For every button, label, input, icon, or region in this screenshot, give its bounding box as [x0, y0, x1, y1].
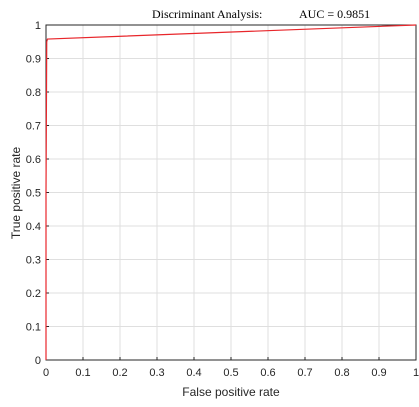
roc-curve-line	[45, 24, 417, 360]
x-tick-label: 0.2	[112, 367, 127, 379]
y-tick-label: 0	[35, 355, 41, 367]
y-axis-label: True positive rate	[9, 147, 23, 240]
x-tick-label: 0.9	[371, 367, 386, 379]
y-axis-ticks: 0 0.1 0.2 0.3 0.4 0.5 0.6 0.7 0.8 0.9 1	[26, 20, 49, 367]
chart-title-method: Discriminant Analysis:	[152, 7, 262, 21]
x-tick-label: 0.1	[75, 367, 90, 379]
chart-title-auc: AUC = 0.9851	[299, 7, 370, 21]
y-tick-label: 0.3	[26, 255, 41, 267]
y-tick-label: 0.8	[26, 87, 41, 99]
x-tick-label: 0.3	[149, 367, 164, 379]
y-tick-label: 0.5	[26, 188, 41, 200]
x-axis-label: False positive rate	[182, 385, 280, 399]
x-tick-label: 1	[413, 367, 419, 379]
y-tick-label: 1	[35, 20, 41, 32]
y-tick-label: 0.2	[26, 288, 41, 300]
x-tick-label: 0.7	[297, 367, 312, 379]
y-tick-label: 0.7	[26, 121, 41, 133]
y-tick-label: 0.9	[26, 54, 41, 66]
grid	[46, 25, 416, 360]
y-tick-label: 0.6	[26, 154, 41, 166]
x-axis-ticks: 0 0.1 0.2 0.3 0.4 0.5 0.6 0.7 0.8 0.9 1	[43, 357, 419, 379]
x-tick-label: 0.4	[186, 367, 201, 379]
x-tick-label: 0.5	[223, 367, 238, 379]
y-tick-label: 0.1	[26, 322, 41, 334]
series-group	[45, 24, 417, 360]
x-tick-label: 0.6	[260, 367, 275, 379]
x-tick-label: 0.8	[334, 367, 349, 379]
x-tick-label: 0	[43, 367, 49, 379]
y-tick-label: 0.4	[26, 221, 41, 233]
